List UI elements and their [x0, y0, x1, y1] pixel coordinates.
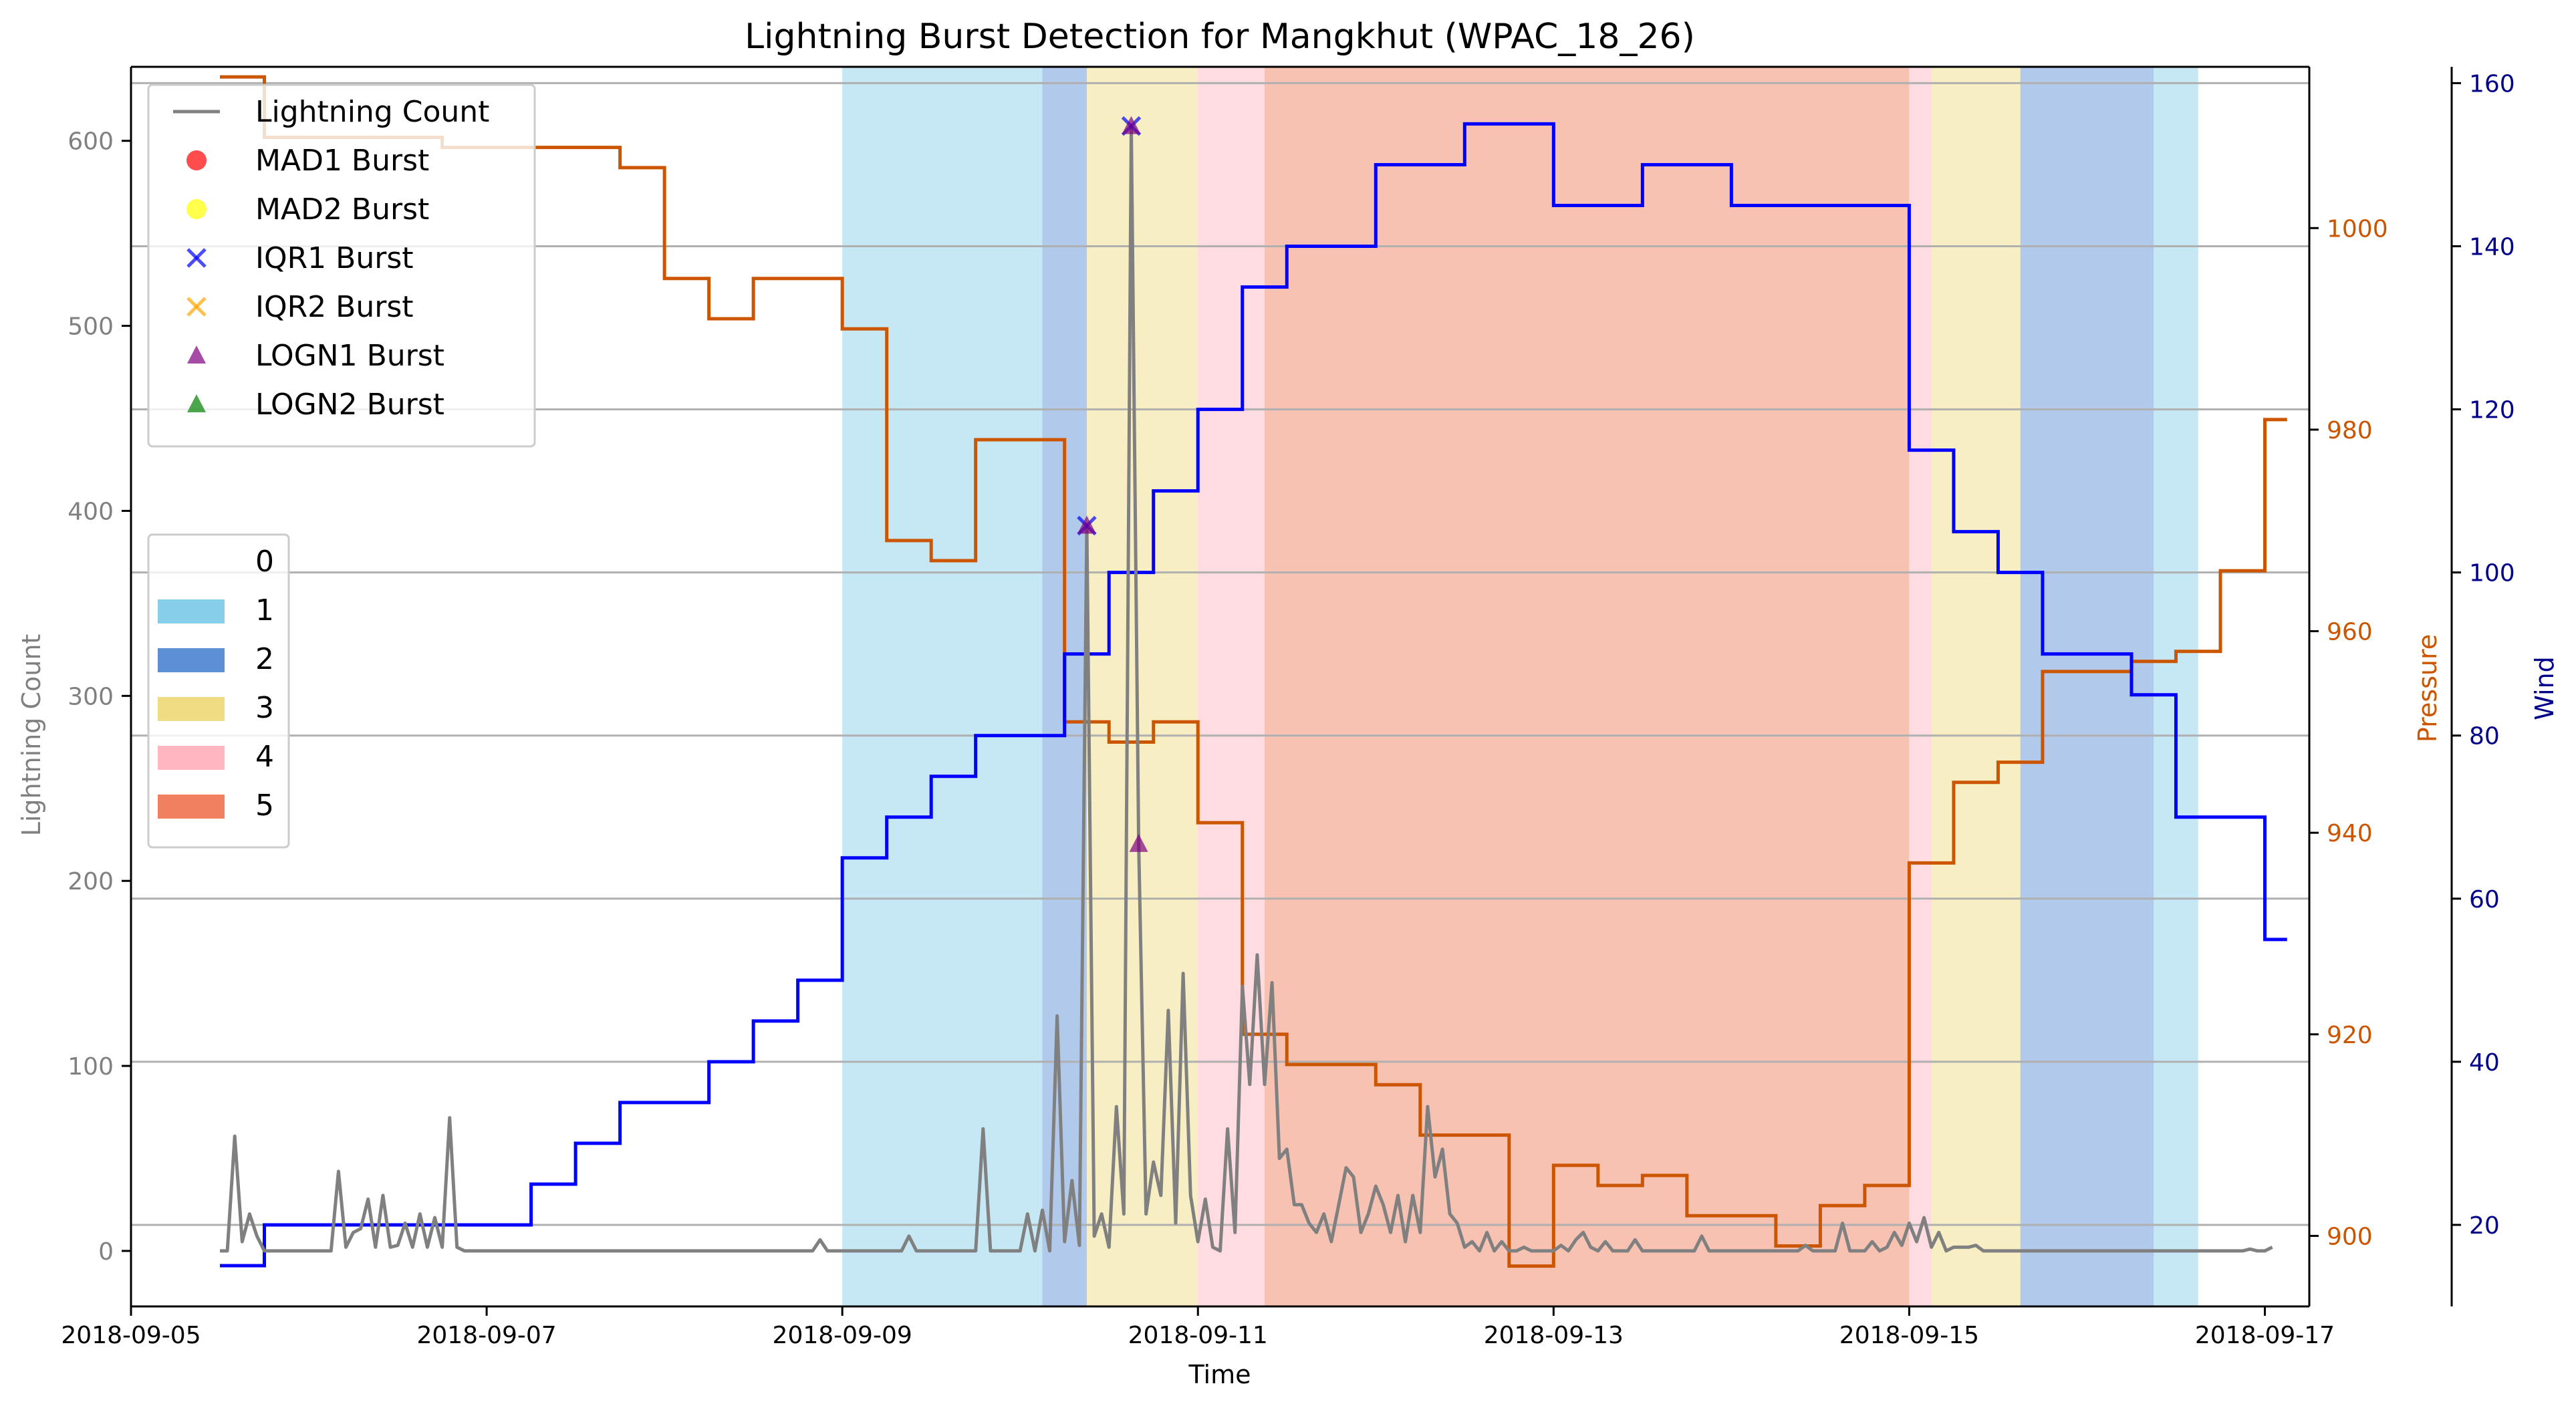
iqr2-burst-legend-swatch [186, 297, 207, 317]
series-legend-label: LOGN1 Burst [255, 339, 444, 373]
axes: 2018-09-05 2018-09-07 2018-09-09 2018-09-11… [61, 65, 2515, 1349]
x-tick-label: 2018-09-05 [61, 1322, 201, 1349]
marker-stroke [186, 248, 207, 268]
y-pressure-tick-label: 900 [2327, 1223, 2373, 1250]
series-legend-label: MAD1 Burst [255, 144, 429, 178]
category-band-2 [2020, 67, 2154, 1306]
y-axis-label-pressure: Pressure [2413, 634, 2442, 742]
y-wind-tick-label: 60 [2469, 886, 2500, 913]
category-legend-label: 1 [255, 593, 274, 627]
category-band-3 [1931, 67, 2021, 1306]
mad2-burst-legend-swatch [186, 199, 207, 219]
y-wind-tick-label: 120 [2469, 397, 2515, 424]
y-left-tick-label: 100 [68, 1053, 114, 1081]
category-band-3 [1086, 67, 1198, 1306]
logn1-burst-marker [1077, 515, 1096, 534]
y-wind-tick-label: 140 [2469, 233, 2515, 261]
lightning-count-line [220, 124, 2273, 1253]
category-legend-label: 2 [255, 642, 274, 676]
category-band-1 [842, 67, 1043, 1306]
y-wind-tick-label: 160 [2469, 70, 2515, 98]
category-band-5 [1265, 67, 1910, 1306]
y-left-tick-label: 200 [68, 868, 114, 895]
x-tick-label: 2018-09-13 [1484, 1322, 1624, 1349]
y-wind-tick-label: 40 [2469, 1049, 2500, 1077]
y-pressure-tick-label: 940 [2327, 820, 2373, 847]
category-bands [842, 67, 2198, 1306]
series-legend-box [147, 84, 536, 448]
logn1-burst-legend-swatch [187, 345, 206, 364]
category-legend-label: 4 [255, 740, 274, 774]
series-legend-label: IQR2 Burst [255, 290, 414, 324]
y-left-tick-label: 300 [68, 683, 114, 710]
y-wind-tick-label: 100 [2469, 560, 2515, 587]
category-legend-swatch [158, 795, 225, 819]
series-legend: Lightning Count MAD1 Burst MAD2 Burst IQR1 … [147, 84, 536, 448]
category-legend-swatch [158, 697, 225, 721]
category-legend-label: 5 [255, 789, 274, 823]
category-legend-label: 3 [255, 691, 274, 725]
y-pressure-tick-label: 1000 [2327, 215, 2388, 243]
y-wind-tick-label: 20 [2469, 1212, 2500, 1240]
x-tick-label: 2018-09-11 [1128, 1322, 1268, 1349]
burst-markers [1077, 116, 1148, 852]
category-legend-swatch [158, 648, 225, 672]
iqr1-burst-legend-swatch [186, 248, 207, 268]
x-tick-label: 2018-09-09 [773, 1322, 912, 1349]
category-legend-label: 0 [255, 545, 274, 579]
y-axis-label-lightning: Lightning Count [17, 634, 46, 837]
x-axis-label: Time [1188, 1360, 1251, 1389]
category-band-4 [1198, 67, 1265, 1306]
x-tick-label: 2018-09-17 [2195, 1322, 2335, 1349]
y-axis-label-wind: Wind [2530, 656, 2559, 720]
mad1-burst-legend-swatch [186, 150, 207, 170]
data-series [220, 75, 2287, 1268]
logn1-burst-marker [1129, 833, 1148, 852]
series-legend-label: LOGN2 Burst [255, 388, 444, 422]
category-legend-swatch [158, 599, 225, 623]
wind-line [220, 122, 2287, 1268]
series-legend-label: Lightning Count [255, 95, 489, 129]
series-legend-label: IQR1 Burst [255, 241, 414, 275]
logn2-burst-legend-swatch [187, 394, 206, 412]
y-left-tick-label: 500 [68, 313, 114, 341]
y-pressure-tick-label: 960 [2327, 619, 2373, 646]
series-legend-label: MAD2 Burst [255, 192, 429, 227]
category-band-4 [1909, 67, 1932, 1306]
category-band-1 [2154, 67, 2198, 1306]
x-tick-label: 2018-09-07 [416, 1322, 556, 1349]
y-wind-tick-label: 80 [2469, 723, 2500, 750]
logn1-burst-marker [1122, 116, 1141, 134]
x-tick-label: 2018-09-15 [1839, 1322, 1979, 1349]
chart-title: Lightning Burst Detection for Mangkhut (… [745, 17, 1695, 57]
y-left-tick-label: 0 [98, 1238, 114, 1266]
category-legend: 0 1 2 3 4 5 [147, 533, 290, 849]
pressure-line [220, 75, 2287, 1268]
y-pressure-tick-label: 980 [2327, 417, 2373, 444]
y-left-tick-label: 600 [68, 128, 114, 156]
y-pressure-tick-label: 920 [2327, 1022, 2373, 1049]
marker-stroke [186, 297, 207, 317]
category-legend-swatch [158, 746, 225, 770]
y-left-tick-label: 400 [68, 498, 114, 525]
